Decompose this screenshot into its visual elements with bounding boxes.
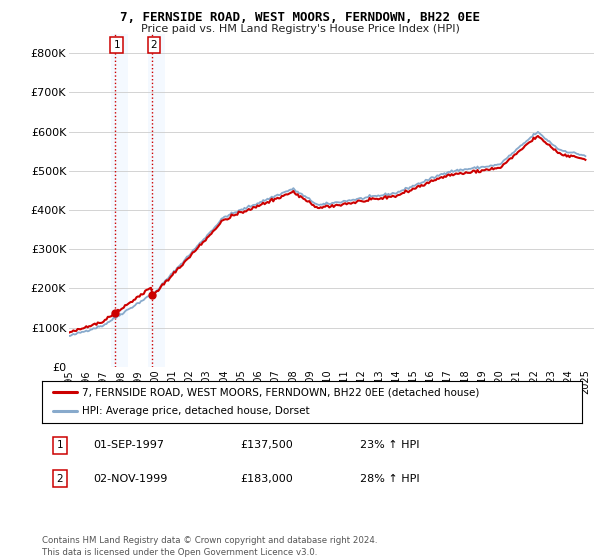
Text: 01-SEP-1997: 01-SEP-1997 [93, 440, 164, 450]
Text: 23% ↑ HPI: 23% ↑ HPI [360, 440, 419, 450]
Text: 1: 1 [56, 440, 64, 450]
Text: 28% ↑ HPI: 28% ↑ HPI [360, 474, 419, 484]
Text: 1: 1 [113, 40, 120, 50]
Text: £183,000: £183,000 [240, 474, 293, 484]
Text: 2: 2 [56, 474, 64, 484]
Text: £137,500: £137,500 [240, 440, 293, 450]
Text: 7, FERNSIDE ROAD, WEST MOORS, FERNDOWN, BH22 0EE: 7, FERNSIDE ROAD, WEST MOORS, FERNDOWN, … [120, 11, 480, 24]
Text: HPI: Average price, detached house, Dorset: HPI: Average price, detached house, Dors… [83, 407, 310, 417]
Text: 7, FERNSIDE ROAD, WEST MOORS, FERNDOWN, BH22 0EE (detached house): 7, FERNSIDE ROAD, WEST MOORS, FERNDOWN, … [83, 387, 480, 397]
Text: 2: 2 [151, 40, 157, 50]
Text: Price paid vs. HM Land Registry's House Price Index (HPI): Price paid vs. HM Land Registry's House … [140, 24, 460, 34]
Text: 02-NOV-1999: 02-NOV-1999 [93, 474, 167, 484]
Text: Contains HM Land Registry data © Crown copyright and database right 2024.
This d: Contains HM Land Registry data © Crown c… [42, 536, 377, 557]
Bar [148, 34, 165, 367]
Bar [110, 34, 128, 367]
